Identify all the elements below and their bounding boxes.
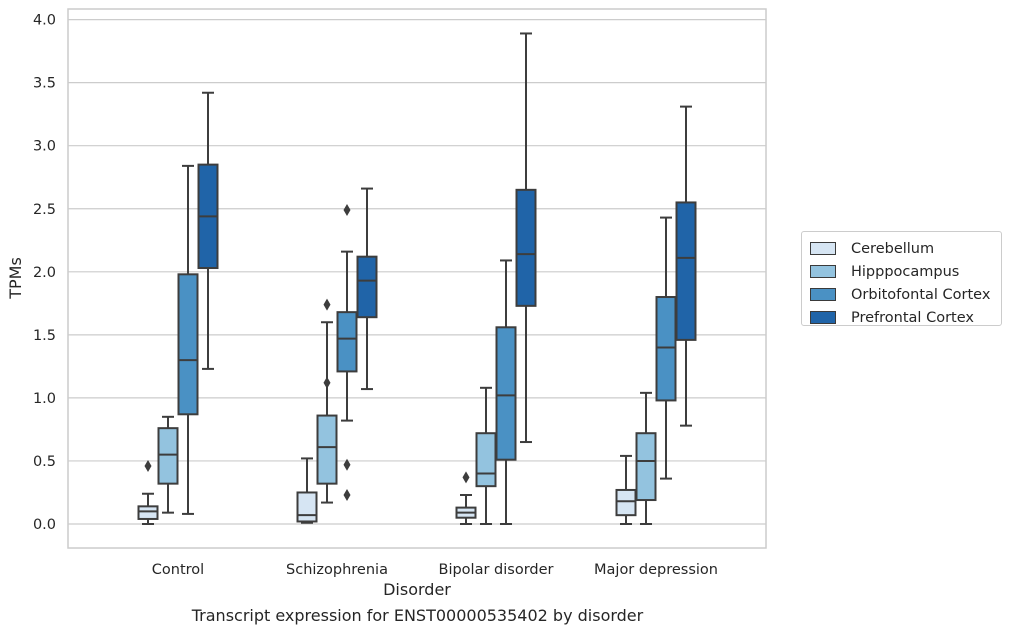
legend-swatch [810,242,836,255]
outlier-marker [323,376,331,389]
box-1-2 [475,386,497,525]
plot-frame [67,8,767,549]
y-tick-label: 0.0 [33,517,56,533]
outlier-marker [343,204,351,217]
box-iqr [157,427,179,485]
box-iqr [177,273,199,416]
box-2-2 [495,259,517,525]
box-iqr [495,326,517,461]
box-iqr [336,311,358,373]
legend-item: Cerebellum [810,237,1001,260]
y-tick-label: 1.0 [33,391,56,407]
x-tick-label: Control [152,562,204,578]
legend-swatch [810,288,836,301]
box-1-0 [157,415,179,514]
legend-label: Cerebellum [851,240,935,257]
x-axis-label: Disorder [383,580,451,599]
y-tick-label: 3.0 [33,139,56,155]
box-iqr [675,201,697,341]
box-0-1 [296,457,318,524]
box-0-3 [615,454,637,525]
legend-swatch [810,311,836,324]
box-0-0 [137,459,159,525]
outlier-marker [144,459,152,472]
outlier-marker [462,471,470,484]
x-tick-labels: Control Schizophrenia Bipolar disorder Majo… [152,562,718,578]
legend-item: Hipppocampus [810,260,1001,283]
outlier-marker [343,488,351,501]
box-iqr [515,188,537,307]
box-2-1 [336,204,358,501]
x-tick-label: Bipolar disorder [439,562,554,578]
y-tick-label: 2.0 [33,265,56,281]
outlier-marker [323,298,331,311]
legend-item: Prefrontal Cortex [810,306,1001,329]
y-tick-label: 3.5 [33,76,56,92]
box-3-1 [356,187,378,391]
y-tick-label: 4.0 [33,13,56,29]
box-2-0 [177,164,199,515]
y-tick-label: 1.5 [33,328,56,344]
box-0-2 [455,471,477,525]
box-3-2 [515,32,537,444]
box-iqr [635,432,657,502]
x-tick-label: Schizophrenia [286,562,388,578]
y-tick-label: 2.5 [33,202,56,218]
figure-caption: Transcript expression for ENST0000053540… [191,606,644,625]
x-tick-label: Major depression [594,562,718,578]
legend: Cerebellum Hipppocampus Orbitofontal Corte… [801,231,1002,326]
legend-label: Prefrontal Cortex [851,309,974,326]
box-iqr [296,491,318,523]
y-axis-label: TPMs [6,257,25,300]
box-layer [137,32,697,525]
box-iqr [655,296,677,402]
y-tick-label: 0.5 [33,454,56,470]
box-iqr [356,255,378,319]
y-tick-labels: 0.0 0.5 1.0 1.5 2.0 2.5 3.0 3.5 4.0 [33,13,56,533]
outlier-marker [343,458,351,471]
box-iqr [137,505,159,520]
legend-label: Hipppocampus [851,263,960,280]
box-1-1 [316,298,338,504]
box-3-0 [197,91,219,370]
box-iqr [475,432,497,488]
box-1-3 [635,391,657,525]
legend-label: Orbitofontal Cortex [851,286,991,303]
legend-item: Orbitofontal Cortex [810,283,1001,306]
legend-swatch [810,265,836,278]
box-2-3 [655,216,677,480]
box-iqr [316,414,338,485]
box-iqr [615,488,637,517]
box-3-3 [675,105,697,427]
